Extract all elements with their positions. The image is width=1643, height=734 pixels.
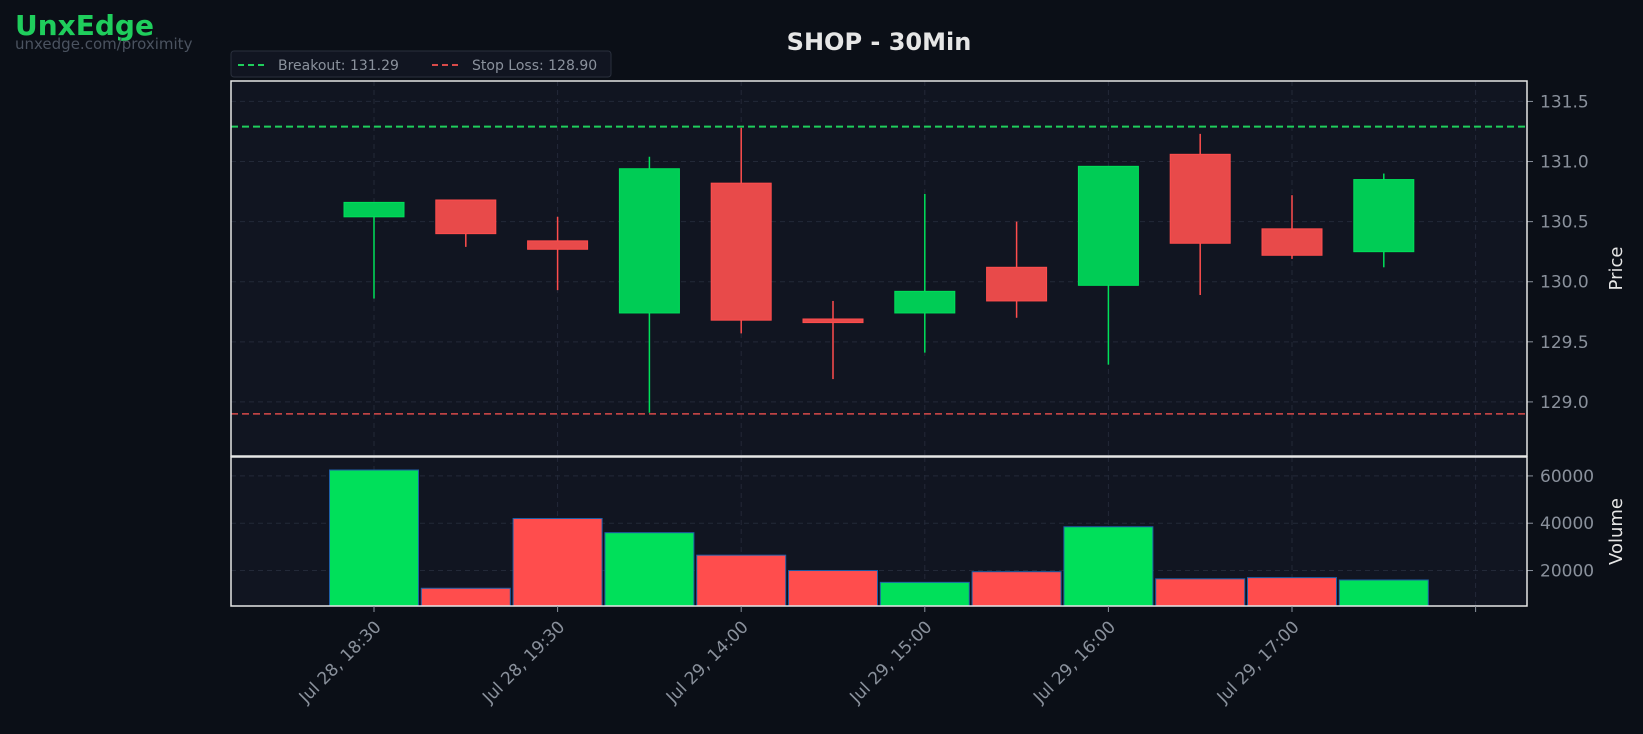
price-tick-label: 131.5: [1540, 92, 1589, 112]
price-tick-label: 129.0: [1540, 393, 1589, 413]
volume-bar: [971, 571, 1062, 607]
legend-box: [230, 50, 612, 78]
chart-title: SHOP - 30Min: [787, 28, 972, 56]
price-tick-label: 130.5: [1540, 213, 1589, 233]
volume-bar: [879, 581, 970, 607]
volume-bar: [512, 517, 603, 607]
volume-bar: [1063, 526, 1154, 607]
price-panel-frame: [230, 80, 1528, 457]
volume-bar: [420, 587, 511, 607]
candle-body: [1077, 165, 1139, 286]
volume-bar: [788, 570, 878, 607]
volume-tick-label: 40000: [1540, 514, 1594, 534]
x-tick-label: Jul 29, 17:00: [1213, 617, 1304, 708]
volume-bar: [1338, 579, 1429, 607]
brand-title: UnxEdge: [15, 9, 154, 42]
brand: UnxEdge unxedge.com/proximity: [15, 9, 193, 53]
candle-body: [1353, 179, 1415, 253]
price-panel-background: [231, 81, 1527, 456]
candle-body: [527, 240, 589, 250]
price-tick-label: 130.0: [1540, 273, 1589, 293]
x-tick-label: Jul 29, 14:00: [662, 617, 753, 708]
legend-label: Breakout: 131.29: [278, 58, 399, 74]
price-axis-title: Price: [1606, 247, 1627, 291]
candle-body: [802, 318, 864, 324]
volume-bar: [696, 554, 787, 607]
price-tick-label: 129.5: [1540, 333, 1589, 353]
x-tick-label: Jul 29, 16:00: [1029, 617, 1120, 708]
candle-body: [435, 199, 497, 235]
x-tick-label: Jul 29, 15:00: [846, 617, 937, 708]
volume-tick-label: 20000: [1540, 562, 1594, 582]
volume-bar: [604, 532, 695, 607]
price-tick-label: 131.0: [1540, 153, 1589, 173]
volume-bar: [1155, 578, 1246, 607]
candle-body: [894, 290, 956, 314]
volume-tick-label: 60000: [1540, 467, 1594, 487]
candle-body: [618, 168, 680, 314]
volume-axis-title: Volume: [1606, 498, 1627, 565]
x-tick-label: Jul 28, 19:30: [478, 617, 569, 708]
candle-body: [986, 266, 1048, 302]
candle-body: [343, 201, 405, 218]
x-tick-label: Jul 28, 18:30: [295, 617, 386, 708]
volume-bar: [1247, 577, 1337, 607]
legend: Breakout: 131.29 Stop Loss: 128.90: [230, 50, 612, 78]
candle-body: [1261, 228, 1323, 256]
candle-body: [710, 182, 772, 321]
volume-panel-frame: [230, 456, 1528, 607]
brand-subtitle: unxedge.com/proximity: [15, 35, 193, 53]
volume-bar: [329, 469, 419, 607]
legend-label: Stop Loss: 128.90: [472, 58, 597, 74]
candle-body: [1169, 153, 1231, 244]
